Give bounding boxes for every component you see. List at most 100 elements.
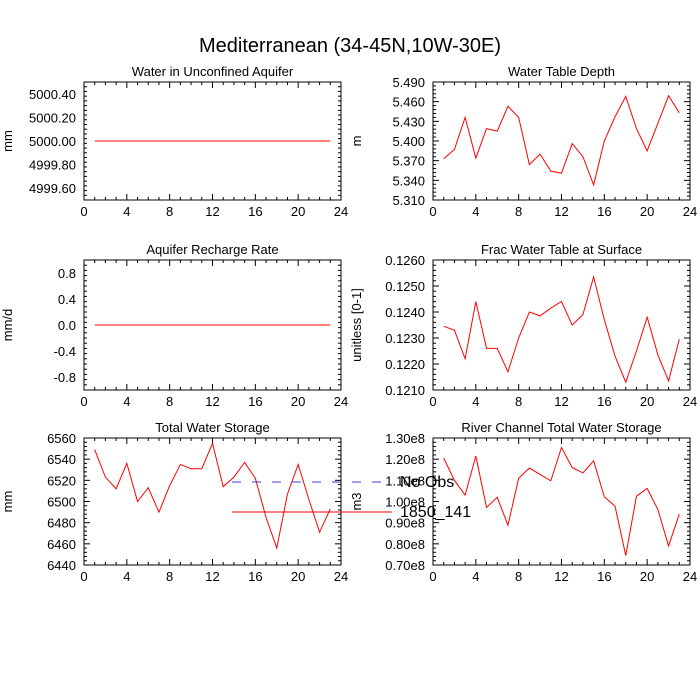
y-tick-label: 4999.60 [29,181,76,196]
figure-title: Mediterranean (34-45N,10W-30E) [199,35,501,57]
panel-total-water-storage: Total Water Storage mm 0 4 8 12 16 20 24 6440 6460… [0,420,348,584]
x-tick-label: 24 [334,204,348,219]
panel-water-table-depth: Water Table Depth m 0 4 8 12 16 20 24 5.310 5.340 5… [349,64,697,219]
y-tick-label: 5.400 [392,134,425,149]
y-axis-label: mm [0,491,15,513]
x-tick-label: 20 [291,569,305,584]
y-tick-label: 5.430 [392,114,425,129]
y-tick-label: 1.30e8 [385,431,425,446]
x-tick-label: 24 [683,394,697,409]
panel-title: Water Table Depth [508,64,615,79]
y-axis-label: m [349,136,364,147]
y-tick-label: 5000.20 [29,110,76,125]
y-tick-label: -0.8 [54,370,76,385]
x-tick-label: 4 [123,204,130,219]
x-tick-label: 20 [291,204,305,219]
y-axis-label: m3 [349,492,364,510]
series-line-1850-141 [443,274,680,384]
x-tick-label: 8 [515,569,522,584]
x-tick-label: 8 [166,394,173,409]
x-tick-label: 16 [248,394,262,409]
y-axis-label: mm [0,130,15,152]
x-tick-label: 0 [80,394,87,409]
panel-title: River Channel Total Water Storage [461,420,661,435]
y-tick-label: 1.10e8 [385,473,425,488]
x-tick-label: 16 [248,204,262,219]
x-tick-label: 16 [597,204,611,219]
y-tick-label: 6520 [47,473,76,488]
panel-aquifer-recharge-rate: Aquifer Recharge Rate mm/d 0 4 8 12 16 20 24 -0.8… [0,242,348,409]
y-tick-label: 1.20e8 [385,452,425,467]
y-tick-label: 6480 [47,516,76,531]
y-tick-label: 6460 [47,537,76,552]
y-tick-label: 6540 [47,452,76,467]
x-tick-label: 4 [123,394,130,409]
x-tick-label: 4 [472,569,479,584]
x-tick-label: 8 [166,569,173,584]
x-tick-label: 0 [80,204,87,219]
plot-frame [432,437,691,566]
y-tick-label: 6560 [47,431,76,446]
x-tick-label: 0 [80,569,87,584]
x-tick-label: 16 [248,569,262,584]
panel-frac-water-table-at-surface: Frac Water Table at Surface unitless [0-1… [349,242,697,409]
x-tick-label: 16 [597,394,611,409]
x-tick-label: 24 [334,394,348,409]
y-tick-label: 5000.00 [29,134,76,149]
x-tick-label: 4 [472,394,479,409]
y-tick-label: 0.1220 [385,357,425,372]
series-line-1850-141 [94,441,331,550]
y-tick-label: 5.310 [392,193,425,208]
y-tick-label: 0.8 [58,266,76,281]
x-tick-label: 20 [640,204,654,219]
y-tick-label: 0.1210 [385,383,425,398]
y-tick-label: 0.70e8 [385,558,425,573]
y-tick-label: 4999.80 [29,158,76,173]
x-tick-label: 24 [683,204,697,219]
x-tick-label: 0 [429,204,436,219]
legend: No Obs 1850_141 [232,474,471,521]
panel-title: Total Water Storage [155,420,269,435]
x-tick-label: 16 [597,569,611,584]
legend-label-no-obs: No Obs [400,474,454,491]
panel-title: Aquifer Recharge Rate [146,242,278,257]
panel-river-channel-total-water-storage: River Channel Total Water Storage m3 0 4 8 12… [349,420,697,584]
y-tick-label: 0.1240 [385,305,425,320]
y-tick-label: 5.460 [392,95,425,110]
x-tick-label: 4 [123,569,130,584]
y-tick-label: 1.00e8 [385,495,425,510]
x-tick-label: 20 [640,569,654,584]
y-tick-label: 0.0 [58,318,76,333]
x-tick-label: 0 [429,394,436,409]
series-line-1850-141 [443,94,680,187]
x-tick-label: 20 [291,394,305,409]
y-tick-label: -0.4 [54,344,76,359]
y-tick-label: 0.4 [58,292,76,307]
x-tick-label: 24 [683,569,697,584]
y-tick-label: 5.370 [392,154,425,169]
y-axis-label: unitless [0-1] [349,288,364,362]
x-tick-label: 12 [554,204,568,219]
y-tick-label: 0.1260 [385,253,425,268]
panels: Water in Unconfined Aquifer mm 0 4 8 12 16 20 24… [0,64,697,584]
y-tick-label: 0.90e8 [385,516,425,531]
x-tick-label: 12 [554,394,568,409]
x-tick-label: 8 [166,204,173,219]
panel-title: Water in Unconfined Aquifer [132,64,294,79]
y-tick-label: 0.80e8 [385,537,425,552]
y-axis-label: mm/d [0,309,15,342]
x-tick-label: 24 [334,569,348,584]
x-tick-label: 12 [554,569,568,584]
y-tick-label: 5.490 [392,75,425,90]
y-tick-label: 6500 [47,495,76,510]
plot-frame [83,437,342,566]
x-tick-label: 4 [472,204,479,219]
panel-title: Frac Water Table at Surface [481,242,642,257]
x-tick-label: 8 [515,394,522,409]
x-tick-label: 0 [429,569,436,584]
panel-water-in-unconfined-aquifer: Water in Unconfined Aquifer mm 0 4 8 12 16 20 24… [0,64,348,219]
x-tick-label: 12 [205,569,219,584]
series-line-1850-141 [443,446,680,556]
y-tick-label: 5.340 [392,173,425,188]
